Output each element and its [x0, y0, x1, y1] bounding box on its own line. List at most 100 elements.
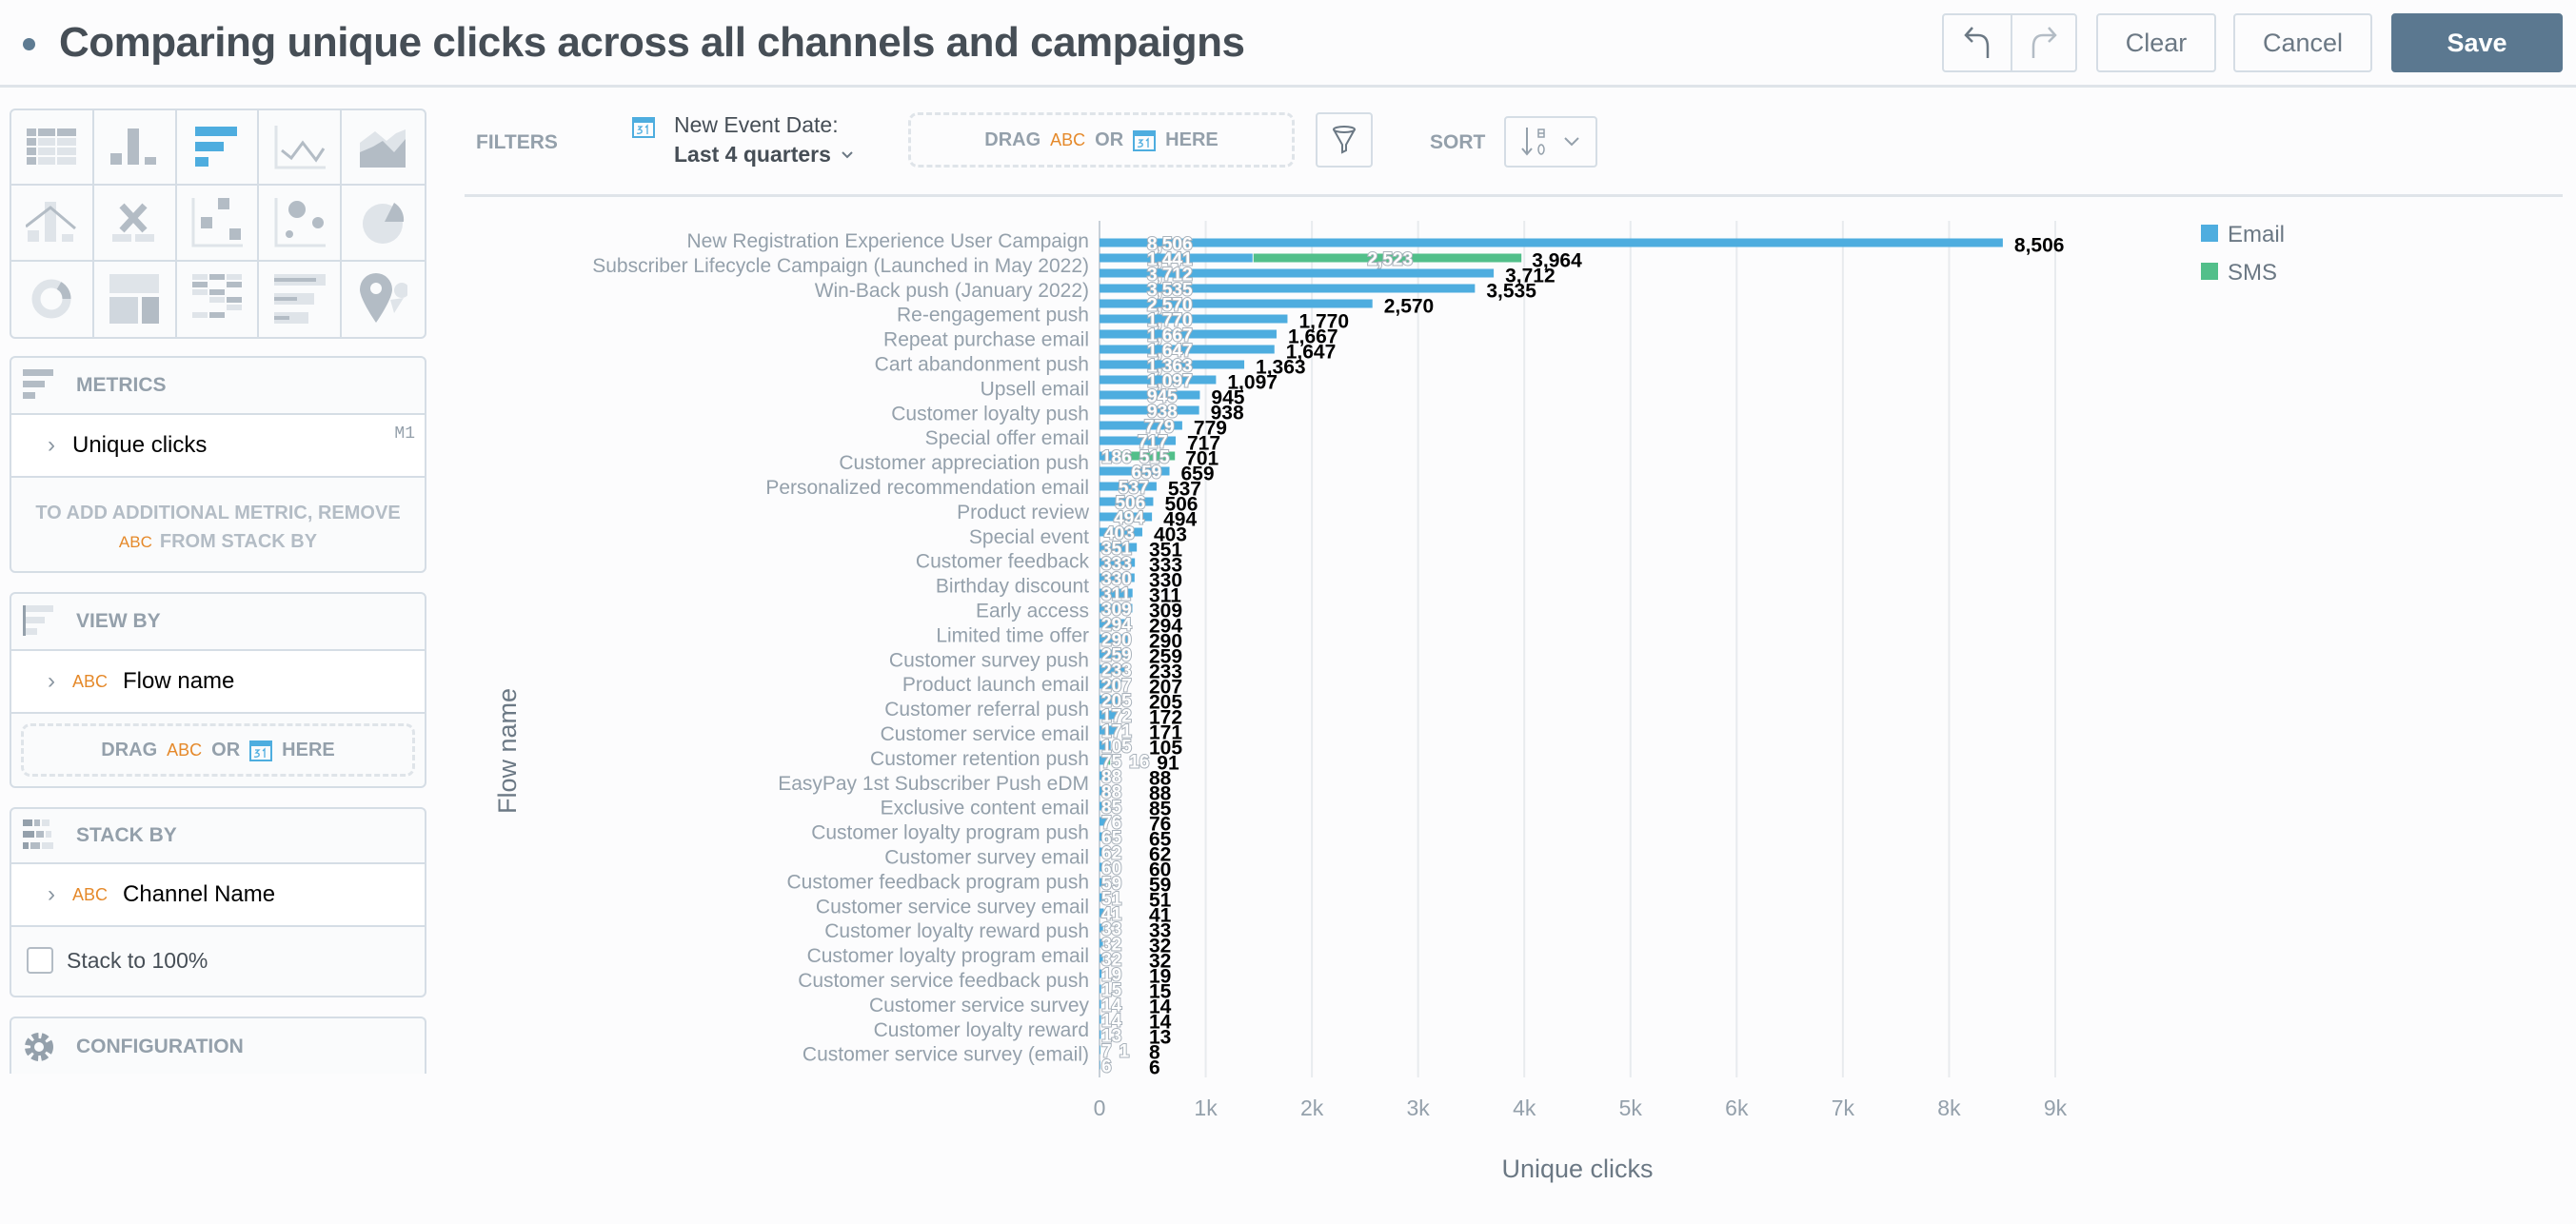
chart-type-donut[interactable] [11, 261, 94, 337]
bar-email [1100, 680, 1122, 689]
data-label-total: 19 [1149, 966, 1171, 988]
stack-to-100-row[interactable]: Stack to 100% [11, 927, 425, 994]
data-label-email: 333 [1101, 555, 1132, 575]
divider [465, 194, 2563, 197]
chart-type-heatmap[interactable] [177, 261, 260, 337]
donut-chart-icon [31, 279, 71, 319]
bar-email [1100, 268, 1495, 278]
chart-type-headline[interactable] [93, 186, 177, 262]
bar-email [1100, 238, 2003, 247]
legend-swatch-sms[interactable] [2201, 263, 2218, 280]
data-label-total: 32 [1149, 951, 1171, 973]
metric-item[interactable]: › Unique clicks M1 [11, 415, 425, 478]
bar-email [1100, 573, 1135, 582]
data-label-total: 59 [1149, 875, 1171, 897]
chart-type-table[interactable] [11, 110, 94, 187]
chart-type-scatter[interactable] [176, 186, 260, 262]
view-by-item[interactable]: › ABC Flow name [11, 651, 425, 714]
chart-type-area[interactable] [342, 110, 425, 187]
stack-to-100-checkbox[interactable] [27, 947, 53, 974]
redo-button[interactable] [2011, 13, 2077, 72]
data-label-email: 62 [1101, 844, 1121, 864]
chart-type-treemap[interactable] [94, 261, 177, 337]
legend-label-email[interactable]: Email [2228, 222, 2285, 247]
chart-type-bubble[interactable] [259, 186, 343, 262]
chart-type-geo[interactable] [342, 262, 425, 337]
x-tick-label: 7k [1832, 1096, 1855, 1120]
legend-label-sms[interactable]: SMS [2228, 260, 2277, 286]
chart-type-bar[interactable] [176, 110, 260, 187]
bar-email [1100, 832, 1107, 841]
bar-email [1100, 436, 1176, 445]
page-title[interactable]: Comparing unique clicks across all chann… [59, 19, 1245, 66]
data-label-total: 171 [1149, 722, 1182, 744]
stack-by-icon [23, 819, 53, 849]
data-label-email: 3,712 [1147, 266, 1193, 286]
chart-type-combo[interactable] [11, 186, 94, 262]
bar-email [1100, 740, 1111, 750]
clear-button[interactable]: Clear [2096, 13, 2216, 72]
y-tick-label: Customer service survey (email) [803, 1044, 1089, 1066]
chart-type-column[interactable] [93, 110, 177, 187]
data-label-email: 41 [1101, 905, 1122, 925]
map-pin-icon [359, 273, 407, 324]
bar-email [1100, 786, 1109, 796]
chevron-down-icon [1564, 137, 1579, 147]
legend-swatch-email[interactable] [2201, 225, 2218, 242]
abc-icon: ABC [167, 740, 203, 760]
data-label-email: 172 [1101, 707, 1132, 727]
filter-drop-zone[interactable]: DRAG ABC OR HERE [908, 112, 1295, 168]
x-tick-label: 5k [1619, 1096, 1643, 1120]
save-button[interactable]: Save [2391, 13, 2563, 72]
bar-email [1100, 284, 1476, 293]
view-by-icon [23, 605, 53, 636]
x-tick-label: 6k [1725, 1096, 1749, 1120]
chart-type-bullet[interactable] [259, 261, 343, 337]
data-label-total: 1,770 [1298, 311, 1349, 333]
undo-button[interactable] [1942, 13, 2012, 72]
date-filter[interactable]: New Event Date: Last 4 quarters [632, 112, 854, 168]
bar-email [1100, 893, 1105, 902]
drag-text: DRAG [984, 128, 1041, 150]
data-label-total: 537 [1168, 479, 1201, 501]
bar-email [1100, 862, 1106, 872]
or-text: OR [211, 739, 241, 760]
chart-type-pie[interactable] [342, 186, 425, 262]
bar-email [1100, 725, 1119, 735]
data-label-total: 88 [1149, 783, 1172, 805]
bar-email [1100, 603, 1133, 613]
funnel-icon [1333, 126, 1356, 154]
data-label-email: 14 [1101, 1012, 1122, 1032]
cancel-button[interactable]: Cancel [2233, 13, 2372, 72]
bar-email [1100, 329, 1277, 339]
header: Comparing unique clicks across all chann… [0, 0, 2576, 88]
data-label-email: 51 [1101, 890, 1122, 910]
data-label-email: 65 [1101, 829, 1122, 849]
metrics-title: METRICS [76, 374, 167, 396]
data-label-total: 14 [1149, 1012, 1172, 1034]
data-label-total: 13 [1149, 1027, 1171, 1049]
y-tick-label: Customer service email [881, 723, 1089, 745]
stack-by-title: STACK BY [76, 824, 177, 846]
data-label-total: 659 [1181, 464, 1215, 485]
data-label-email: 14 [1101, 997, 1122, 1017]
date-filter-value: Last 4 quarters [674, 142, 831, 167]
data-label-email: 233 [1101, 661, 1132, 681]
stack-by-item[interactable]: › ABC Channel Name [11, 864, 425, 927]
y-tick-label: Special event [969, 526, 1089, 548]
y-tick-label: Customer survey email [884, 847, 1089, 869]
data-label-total: 3,712 [1505, 266, 1556, 287]
configuration-panel[interactable]: CONFIGURATION [10, 1017, 426, 1074]
sort-button[interactable] [1504, 116, 1597, 168]
bar-email [1100, 954, 1103, 963]
x-tick-label: 9k [2044, 1096, 2068, 1120]
bar-email [1100, 345, 1275, 354]
data-label-total: 333 [1149, 555, 1182, 577]
chart-type-line[interactable] [259, 110, 343, 187]
data-label-email: 259 [1101, 646, 1132, 666]
view-by-drop-zone[interactable]: DRAG ABC OR HERE [21, 723, 415, 777]
filter-button[interactable] [1316, 112, 1373, 168]
bar-email [1100, 1015, 1101, 1024]
data-label-email: 88 [1101, 783, 1121, 803]
data-label-email: 1,363 [1147, 357, 1193, 377]
